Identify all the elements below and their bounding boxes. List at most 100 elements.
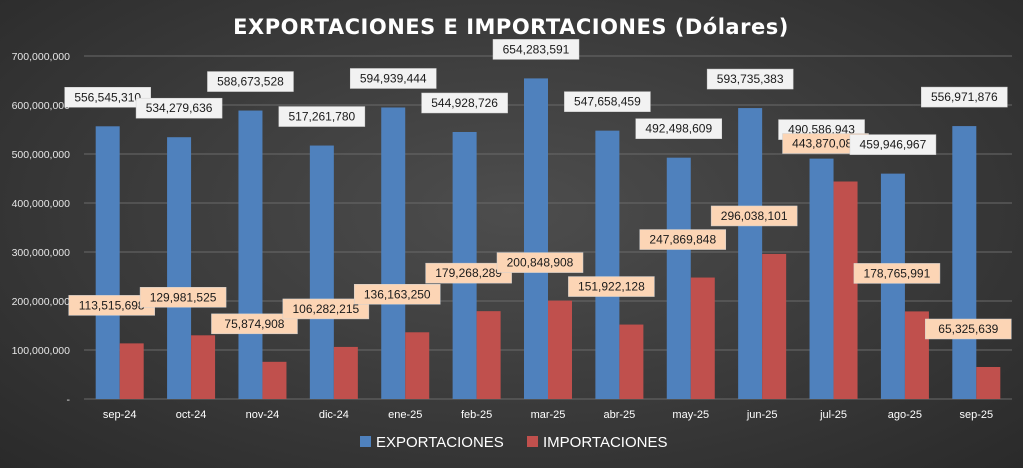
label-exportaciones-box: [635, 118, 723, 139]
label-importaciones: 178,765,991: [853, 263, 941, 284]
label-exportaciones-text: 556,971,876: [931, 90, 998, 104]
label-importaciones-text: 179,268,289: [435, 266, 502, 280]
label-exportaciones-box: [278, 106, 366, 127]
label-importaciones-box: [211, 313, 298, 335]
label-exportaciones-box: [849, 134, 937, 155]
label-exportaciones-box: [349, 68, 437, 89]
label-exportaciones-text: 490,586,943: [788, 123, 855, 137]
label-exportaciones: 547,658,459: [564, 91, 651, 112]
label-exportaciones-box: [921, 86, 1008, 108]
y-tick-label: 300,000,000: [12, 247, 71, 259]
y-tick-label: 600,000,000: [12, 100, 71, 112]
x-tick-label: dic-24: [319, 409, 349, 421]
label-importaciones-text: 247,869,848: [649, 233, 716, 247]
label-exportaciones: 593,735,383: [706, 68, 794, 90]
label-importaciones: 106,282,215: [282, 298, 370, 320]
bar-exportaciones: [738, 108, 763, 399]
label-exportaciones-box: [421, 92, 508, 114]
label-importaciones-text: 75,874,908: [224, 317, 284, 331]
label-importaciones: 443,870,083: [782, 133, 869, 154]
bar-importaciones: [904, 311, 929, 399]
label-exportaciones: 594,939,444: [349, 68, 437, 89]
label-exportaciones: 517,261,780: [278, 106, 366, 127]
bar-importaciones: [690, 277, 715, 399]
bar-exportaciones: [95, 126, 120, 400]
label-importaciones-text: 151,922,128: [578, 280, 645, 294]
x-tick-label: ene-25: [388, 409, 422, 421]
bar-exportaciones: [880, 173, 905, 399]
label-exportaciones-box: [492, 39, 580, 60]
x-tick-label: sep-25: [959, 409, 993, 421]
bar-exportaciones: [309, 145, 334, 399]
label-importaciones-box: [425, 262, 512, 284]
label-exportaciones-text: 593,735,383: [717, 72, 784, 86]
x-tick-label: nov-24: [246, 409, 280, 421]
label-exportaciones-text: 547,658,459: [574, 95, 641, 109]
label-importaciones-text: 65,325,639: [938, 322, 998, 336]
label-importaciones-text: 200,848,908: [507, 256, 574, 270]
label-exportaciones-text: 594,939,444: [360, 71, 427, 85]
label-importaciones-box: [353, 284, 441, 305]
label-exportaciones: 588,673,528: [207, 71, 294, 92]
legend-swatch: [527, 436, 538, 447]
label-exportaciones: 492,498,609: [635, 118, 723, 139]
y-tick-label: -: [67, 394, 71, 406]
label-importaciones-text: 136,163,250: [364, 287, 431, 301]
label-exportaciones-box: [706, 68, 794, 90]
label-importaciones-box: [139, 287, 227, 308]
x-tick-label: ago-25: [888, 409, 922, 421]
bar-importaciones: [119, 343, 144, 399]
bar-importaciones: [619, 324, 644, 399]
label-exportaciones: 654,283,591: [492, 39, 580, 60]
label-exportaciones-text: 556,545,310: [74, 90, 141, 104]
label-exportaciones-text: 588,673,528: [217, 75, 284, 89]
label-importaciones: 296,038,101: [710, 205, 798, 227]
label-importaciones: 151,922,128: [568, 276, 655, 297]
label-importaciones: 75,874,908: [211, 313, 298, 335]
bar-importaciones: [262, 361, 287, 399]
label-importaciones: 200,848,908: [496, 252, 584, 273]
y-tick-label: 700,000,000: [12, 51, 71, 63]
x-tick-label: mar-25: [531, 409, 566, 421]
bar-exportaciones: [809, 158, 834, 399]
bar-importaciones: [333, 346, 358, 399]
legend-item: IMPORTACIONES: [527, 434, 667, 451]
label-exportaciones: 556,971,876: [921, 86, 1008, 108]
legend-item: EXPORTACIONES: [360, 434, 504, 451]
label-exportaciones: 534,279,636: [135, 97, 223, 119]
label-importaciones-text: 443,870,083: [792, 137, 859, 151]
label-importaciones-text: 113,515,698: [79, 298, 145, 312]
x-tick-label: feb-25: [461, 409, 492, 421]
bar-importaciones: [976, 366, 1001, 399]
legend-label: EXPORTACIONES: [376, 434, 504, 451]
x-axis: sep-24 oct-24 nov-24 dic-24 ene-25 feb-25 mar-…: [103, 409, 993, 421]
label-importaciones-box: [496, 252, 584, 273]
label-importaciones: 247,869,848: [639, 229, 727, 250]
y-tick-label: 400,000,000: [12, 198, 71, 210]
label-importaciones-box: [568, 276, 655, 297]
y-tick-label: 500,000,000: [12, 149, 71, 161]
label-importaciones: 136,163,250: [353, 284, 441, 305]
data-labels: 556,545,310 113,515,698 534,279,636 129,981…: [64, 39, 1012, 340]
label-exportaciones-box: [207, 71, 294, 92]
label-exportaciones-box: [135, 97, 223, 119]
legend: EXPORTACIONES IMPORTACIONES: [360, 434, 667, 451]
label-exportaciones-text: 544,928,726: [431, 96, 498, 110]
label-importaciones: 65,325,639: [925, 318, 1012, 340]
label-exportaciones-text: 534,279,636: [146, 101, 213, 115]
label-importaciones-text: 296,038,101: [721, 209, 788, 223]
label-importaciones-box: [925, 318, 1012, 340]
bar-importaciones: [762, 253, 787, 399]
legend-swatch: [360, 436, 371, 447]
bar-exportaciones: [595, 130, 620, 400]
bar-exportaciones: [381, 107, 406, 399]
bar-exportaciones: [238, 110, 263, 399]
label-importaciones-box: [853, 263, 941, 284]
label-importaciones-text: 106,282,215: [292, 302, 359, 316]
label-exportaciones-text: 517,261,780: [288, 110, 355, 124]
y-tick-label: 100,000,000: [12, 345, 71, 357]
label-importaciones-text: 178,765,991: [864, 266, 931, 280]
x-tick-label: abr-25: [603, 409, 635, 421]
label-importaciones-box: [282, 298, 370, 320]
